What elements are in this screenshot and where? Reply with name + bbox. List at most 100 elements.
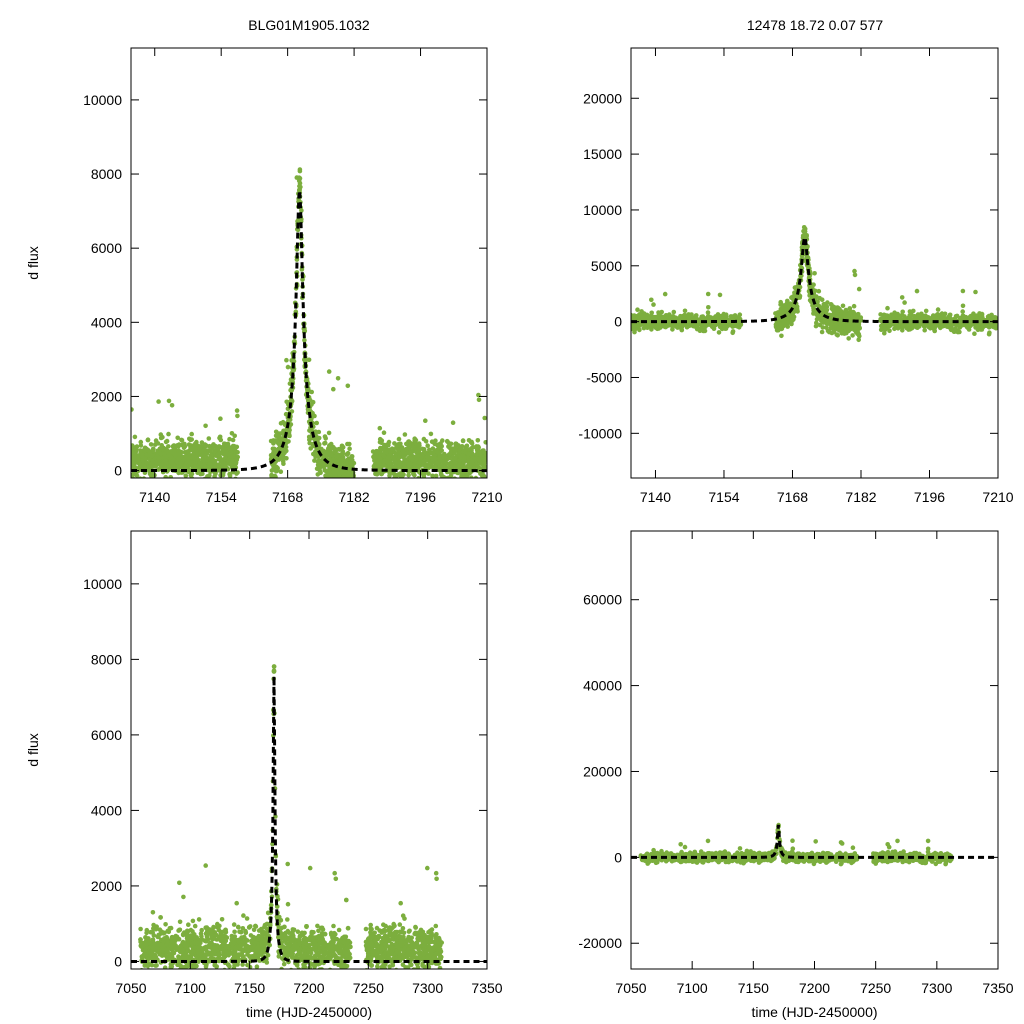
data-point — [717, 292, 723, 298]
x-tick-label: 7210 — [471, 489, 502, 505]
data-point — [438, 463, 444, 468]
data-point — [334, 453, 339, 459]
data-point — [423, 418, 428, 424]
chart-panel-top-right: 7140 7154 7168 7182 7196 7210-10000-500005000… — [578, 47, 1014, 505]
data-point — [156, 399, 161, 404]
data-point — [225, 457, 231, 463]
data-point — [307, 428, 312, 433]
data-point — [705, 291, 711, 297]
data-point — [315, 462, 321, 468]
data-point — [201, 451, 207, 456]
data-point — [296, 178, 302, 183]
data-point — [425, 483, 430, 488]
data-point — [467, 451, 472, 457]
data-point — [307, 397, 313, 403]
data-point — [270, 446, 276, 452]
data-point — [210, 483, 215, 488]
data-point — [882, 330, 887, 336]
data-point — [176, 450, 182, 455]
data-point — [900, 323, 905, 329]
data-point — [272, 482, 277, 487]
data-point — [327, 470, 332, 476]
data-point — [404, 441, 409, 447]
data-point — [706, 305, 711, 310]
data-point — [432, 453, 437, 459]
data-point — [182, 456, 187, 462]
data-point — [350, 482, 355, 487]
data-point — [706, 316, 712, 321]
data-point — [845, 314, 851, 319]
data-point — [850, 322, 856, 328]
data-point — [878, 327, 884, 333]
data-point — [478, 453, 483, 459]
data-point — [829, 330, 835, 336]
data-point — [970, 313, 975, 319]
x-tick-label: 7196 — [914, 489, 945, 505]
data-point — [182, 444, 188, 449]
plot-area — [131, 167, 487, 488]
data-point — [816, 288, 822, 294]
data-point — [336, 446, 342, 452]
data-point — [284, 399, 290, 405]
data-point — [455, 463, 461, 468]
data-point — [653, 314, 658, 320]
data-point — [156, 455, 161, 460]
data-point — [208, 448, 213, 453]
data-point — [890, 322, 895, 327]
data-point — [940, 314, 945, 320]
data-point — [158, 465, 163, 471]
data-point — [274, 468, 280, 473]
data-point — [382, 450, 387, 455]
data-point — [315, 459, 320, 464]
data-point — [404, 479, 409, 484]
data-point — [169, 481, 174, 486]
data-point — [973, 289, 978, 295]
data-point — [153, 974, 158, 979]
data-point — [340, 481, 345, 486]
data-point — [437, 451, 442, 456]
data-point — [981, 323, 986, 328]
data-point — [846, 336, 851, 341]
data-point — [383, 443, 389, 449]
data-point — [211, 442, 216, 447]
data-point — [333, 876, 339, 882]
panels: 7140 7154 7168 7182 7196 72100200040006000800… — [25, 47, 1014, 1020]
data-point — [199, 971, 204, 976]
data-point — [306, 434, 312, 440]
data-point — [885, 305, 890, 311]
data-point — [469, 475, 474, 478]
data-point — [922, 324, 927, 329]
data-point — [163, 465, 169, 471]
data-point — [179, 482, 184, 487]
data-point — [386, 439, 392, 445]
data-point — [168, 449, 174, 454]
data-point — [345, 441, 350, 447]
data-point — [462, 455, 467, 461]
data-point — [164, 461, 169, 467]
data-point — [655, 325, 661, 331]
data-point — [138, 443, 144, 448]
x-tick-label: 7196 — [405, 489, 436, 505]
data-point — [422, 458, 427, 464]
data-point — [960, 309, 965, 314]
data-point — [156, 461, 162, 467]
data-point — [452, 455, 458, 461]
data-point — [139, 453, 144, 458]
data-point — [347, 479, 352, 484]
data-point — [276, 431, 282, 436]
data-point — [482, 415, 487, 421]
data-point — [438, 471, 444, 477]
data-point — [399, 471, 405, 476]
data-point — [925, 315, 931, 320]
data-point — [331, 482, 336, 487]
data-point — [379, 481, 384, 486]
data-point — [730, 330, 735, 336]
data-point — [228, 452, 233, 458]
data-point — [659, 309, 664, 315]
data-point — [289, 967, 294, 969]
data-point — [234, 471, 239, 476]
data-point — [428, 431, 434, 437]
data-point — [155, 450, 160, 455]
data-point — [856, 321, 862, 327]
y-tick-label: 0 — [614, 314, 622, 330]
